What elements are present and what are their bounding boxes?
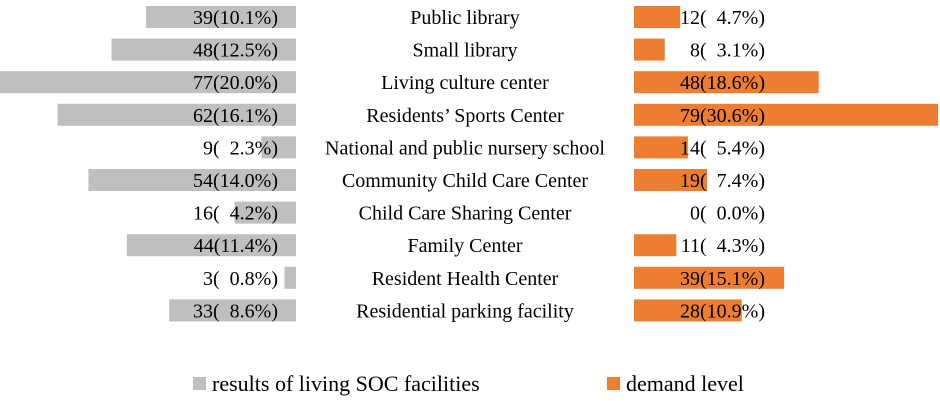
demand-label-public-library: 12( 4.7%) — [680, 7, 765, 29]
demand-label-small-library: 8( 3.1%) — [690, 40, 765, 62]
results-label-community-child-care-center: 54(14.0%) — [193, 170, 278, 192]
category-label-public-library: Public library — [410, 7, 519, 29]
results-bar-resident-health-center — [284, 266, 296, 289]
demand-label-family-center: 11( 4.3%) — [681, 235, 765, 257]
results-bar-family-center — [126, 234, 296, 257]
results-label-resident-health-center: 3( 0.8%) — [203, 268, 278, 290]
demand-label-resident-health-center: 39(15.1%) — [680, 268, 765, 290]
legend-label-results: results of living SOC facilities — [212, 371, 480, 396]
results-bar-national-and-public-nursery-school — [261, 136, 296, 159]
category-label-resident-health-center: Resident Health Center — [372, 268, 559, 290]
category-label-community-child-care-center: Community Child Care Center — [342, 170, 588, 192]
category-label-small-library: Small library — [413, 40, 518, 62]
results-bar-residential-parking-facility — [169, 299, 296, 322]
demand-bar-national-and-public-nursery-school — [634, 136, 688, 159]
demand-bar-living-culture-center — [634, 71, 819, 94]
demand-bar-community-child-care-center — [634, 169, 708, 191]
demand-label-national-and-public-nursery-school: 14( 5.4%) — [680, 137, 765, 159]
legend: results of living SOC facilities demand … — [193, 371, 744, 396]
results-label-living-culture-center: 77(20.0%) — [193, 72, 278, 94]
demand-bar-small-library — [634, 38, 665, 61]
demand-bar-resident-health-center — [634, 266, 785, 289]
results-bar-child-care-sharing-center — [234, 201, 296, 224]
results-bar-residents-sports-center — [57, 103, 296, 126]
demand-bar-residents-sports-center — [634, 103, 938, 126]
demand-label-residents-sports-center: 79(30.6%) — [680, 105, 765, 127]
legend-label-demand: demand level — [626, 371, 744, 396]
demand-label-child-care-sharing-center: 0( 0.0%) — [690, 203, 765, 225]
legend-swatch-demand — [607, 377, 620, 390]
demand-bar-family-center — [634, 234, 677, 257]
results-label-residents-sports-center: 62(16.1%) — [193, 105, 278, 127]
results-bars-group — [0, 6, 296, 322]
legend-swatch-results — [193, 377, 206, 390]
results-label-child-care-sharing-center: 16( 4.2%) — [193, 203, 278, 225]
results-bar-public-library — [146, 6, 296, 28]
results-label-family-center: 44(11.4%) — [194, 235, 278, 257]
data-labels-group: 39(10.1%) Public library 12( 4.7%) 48(12.5%… — [193, 7, 765, 322]
results-bar-living-culture-center — [0, 71, 296, 94]
results-bar-community-child-care-center — [88, 169, 296, 191]
demand-bars-group — [634, 6, 938, 322]
demand-label-community-child-care-center: 19( 7.4%) — [680, 170, 765, 192]
category-label-living-culture-center: Living culture center — [381, 72, 549, 94]
demand-bar-residential-parking-facility — [634, 299, 742, 322]
category-label-residents-sports-center: Residents’ Sports Center — [366, 105, 564, 127]
results-label-national-and-public-nursery-school: 9( 2.3%) — [203, 137, 278, 159]
category-label-national-and-public-nursery-school: National and public nursery school — [325, 137, 605, 159]
demand-label-living-culture-center: 48(18.6%) — [680, 72, 765, 94]
results-label-small-library: 48(12.5%) — [193, 40, 278, 62]
demand-label-residential-parking-facility: 28(10.9%) — [680, 300, 765, 322]
results-label-public-library: 39(10.1%) — [193, 7, 278, 29]
category-label-residential-parking-facility: Residential parking facility — [356, 300, 574, 322]
demand-bar-public-library — [634, 6, 681, 28]
category-label-child-care-sharing-center: Child Care Sharing Center — [359, 203, 572, 225]
category-label-family-center: Family Center — [408, 235, 523, 257]
results-bar-small-library — [111, 38, 296, 61]
results-label-residential-parking-facility: 33( 8.6%) — [193, 300, 278, 322]
